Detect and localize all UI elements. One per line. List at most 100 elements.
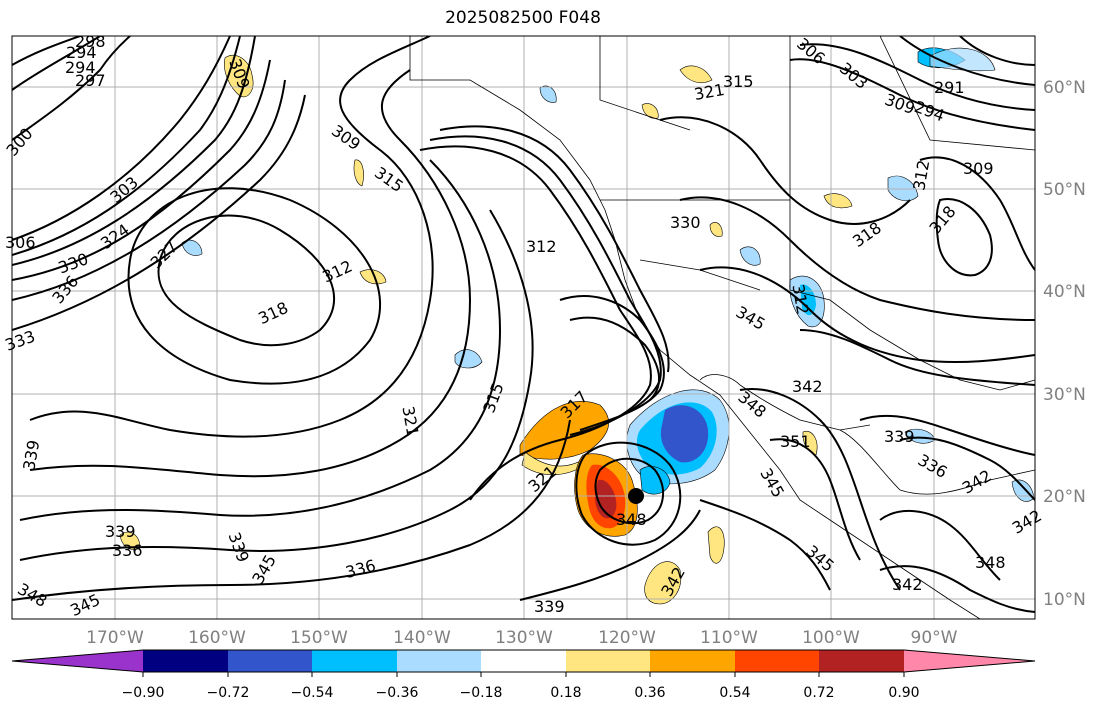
colorbar-seg-1 (143, 650, 228, 672)
contour-label: 339 (105, 522, 136, 541)
graticule (12, 36, 1035, 619)
colorbar-tick-label: 0.18 (550, 685, 581, 701)
shade-lightblue-7 (1011, 479, 1035, 502)
lon-label: 100°W (802, 628, 860, 648)
colorbar-seg-8 (735, 650, 819, 672)
contour-label: 336 (112, 541, 143, 560)
contour-label: 318 (255, 298, 291, 328)
contour-label: 312 (319, 256, 355, 286)
shade-lightblue-5 (181, 239, 203, 256)
contour-label: 303 (106, 173, 142, 207)
colorbar-tick-label: −0.36 (376, 685, 419, 701)
lat-label: 40°N (1043, 282, 1086, 302)
contour-label: 294 (65, 58, 96, 77)
colorbar-seg-4 (397, 650, 481, 672)
lon-label: 160°W (188, 628, 246, 648)
contour-label: 327 (147, 237, 182, 272)
contour-label: 351 (780, 432, 811, 451)
contour-label: 330 (56, 249, 91, 277)
contour-label: 321 (693, 80, 726, 104)
lon-label: 170°W (86, 628, 144, 648)
colorbar-tick-label: 0.90 (888, 685, 919, 701)
lat-label: 20°N (1043, 487, 1086, 507)
colorbar: −0.90 −0.72 −0.54 −0.36 −0.18 0.18 0.36 … (11, 649, 1036, 701)
shade-yellow-11 (641, 103, 659, 119)
coastlines (409, 36, 1035, 619)
contour-label: 300 (2, 124, 36, 160)
shade-lightblue-2 (887, 175, 919, 202)
contour-label: 309 (963, 159, 994, 178)
shade-lightblue-8 (739, 246, 761, 266)
contour-label: 336 (915, 450, 951, 482)
lon-label: 110°W (700, 628, 758, 648)
contour-label: 312 (788, 283, 812, 316)
shade-yellow-4 (353, 159, 364, 187)
contour-label: 339 (19, 439, 43, 472)
shade-cyan-central (800, 284, 816, 316)
contour-label: 297 (75, 71, 106, 90)
colorbar-seg-5 (481, 650, 566, 672)
colorbar-ticks (142, 672, 905, 677)
colorbar-seg-2 (228, 650, 312, 672)
contour-label: 312 (526, 237, 557, 256)
contour-label: 345 (733, 302, 769, 334)
contours (12, 36, 1035, 613)
shade-yellow-2 (707, 526, 725, 564)
contour-label: 348 (616, 510, 647, 529)
contour-label: 312 (909, 159, 933, 192)
shaded-regions (119, 47, 1035, 605)
lat-label: 10°N (1043, 590, 1086, 610)
latitude-labels: 60°N 50°N 40°N 30°N 20°N 10°N (1043, 78, 1086, 610)
contour-label: 345 (756, 465, 788, 501)
colorbar-tick-label: −0.90 (122, 685, 165, 701)
contour-label: 315 (723, 72, 754, 91)
contour-label: 333 (3, 327, 38, 355)
lat-label: 50°N (1043, 180, 1086, 200)
contour-label: 336 (343, 556, 377, 582)
lon-label: 120°W (598, 628, 656, 648)
shade-darkred-core (594, 479, 617, 519)
contour-label: 309 (328, 121, 364, 154)
lat-label: 60°N (1043, 78, 1086, 98)
contour-label: 298 (75, 32, 106, 51)
contour-label: 294 (66, 43, 97, 62)
shade-yellow-5 (679, 65, 713, 83)
contour-label: 330 (670, 213, 701, 232)
contour-label: 342 (959, 466, 995, 498)
colorbar-seg-7 (650, 650, 735, 672)
lon-label: 90°W (911, 628, 958, 648)
colorbar-seg-0 (12, 650, 143, 672)
contour-label: 321 (398, 405, 422, 438)
longitude-labels: 170°W 160°W 150°W 140°W 130°W 120°W 110°… (86, 628, 958, 648)
colorbar-seg-3 (312, 650, 397, 672)
colorbar-seg-6 (566, 650, 650, 672)
colorbar-seg-10 (904, 650, 1035, 672)
shade-yellow-6 (802, 430, 818, 456)
contour-label: 318 (925, 202, 959, 238)
colorbar-seg-9 (819, 650, 904, 672)
contour-label: 345 (67, 590, 103, 620)
shade-lightblue-3 (454, 349, 483, 369)
shade-lightblue-ne (929, 47, 996, 72)
colorbar-tick-label: 0.72 (803, 685, 834, 701)
plot-frame (11, 35, 1036, 620)
contour-label: 291 (934, 78, 965, 97)
lon-label: 140°W (393, 628, 451, 648)
contour-label: 339 (884, 427, 915, 446)
contour-label: 306 (5, 233, 36, 252)
shade-lightblue-4 (539, 85, 557, 103)
low-center-marker (628, 488, 644, 504)
contour-label: 342 (1009, 506, 1045, 538)
contour-label: 315 (479, 380, 507, 415)
lon-label: 150°W (290, 628, 348, 648)
contour-label: 339 (224, 530, 252, 565)
lon-label: 130°W (495, 628, 553, 648)
contour-label: 336 (48, 272, 82, 308)
contour-label: 348 (14, 579, 50, 611)
lat-label: 30°N (1043, 385, 1086, 405)
contour-label: 318 (849, 218, 885, 251)
contour-label: 315 (371, 163, 407, 196)
contour-label: 345 (802, 541, 838, 575)
colorbar-tick-label: −0.72 (207, 685, 250, 701)
